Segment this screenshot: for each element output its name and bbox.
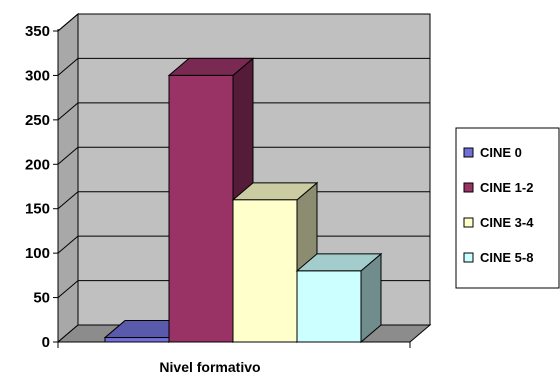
y-tick-label: 250 <box>25 112 50 129</box>
legend-label: CINE 5-8 <box>480 250 533 265</box>
y-tick-label: 300 <box>25 67 50 84</box>
legend-swatch <box>463 252 474 263</box>
bar-front-face <box>168 74 234 343</box>
legend-swatch <box>463 217 474 228</box>
y-tick-label: 100 <box>25 245 50 262</box>
gridline <box>57 102 430 121</box>
bar-front-face <box>296 270 362 343</box>
gridline <box>57 57 430 76</box>
gridline <box>57 146 430 165</box>
legend-item: CINE 5-8 <box>463 250 533 265</box>
gridline <box>57 13 430 32</box>
legend-item: CINE 0 <box>463 145 522 160</box>
side-wall <box>57 12 79 344</box>
legend-swatch <box>463 182 474 193</box>
bar-front-face <box>232 199 298 343</box>
bars <box>103 57 383 344</box>
legend-swatch <box>463 147 474 158</box>
y-tick-label: 0 <box>42 334 50 351</box>
legend-label: CINE 0 <box>480 145 522 160</box>
bar-front-face <box>104 337 170 343</box>
y-tick-label: 350 <box>25 23 50 40</box>
y-tick-label: 200 <box>25 156 50 173</box>
legend: CINE 0 CINE 1-2 CINE 3-4 CINE 5-8 <box>455 127 560 289</box>
legend-label: CINE 3-4 <box>480 215 534 230</box>
legend-label: CINE 1-2 <box>480 180 533 195</box>
y-tick-label: 50 <box>33 290 50 307</box>
y-tick-label: 150 <box>25 201 50 218</box>
legend-item: CINE 1-2 <box>463 180 533 195</box>
legend-item: CINE 3-4 <box>463 215 534 230</box>
x-axis-title: Nivel formativo <box>159 359 260 375</box>
bar-cine-5-8 <box>295 252 383 344</box>
axes: 0 50 100 150 200 250 300 350 <box>25 23 411 351</box>
